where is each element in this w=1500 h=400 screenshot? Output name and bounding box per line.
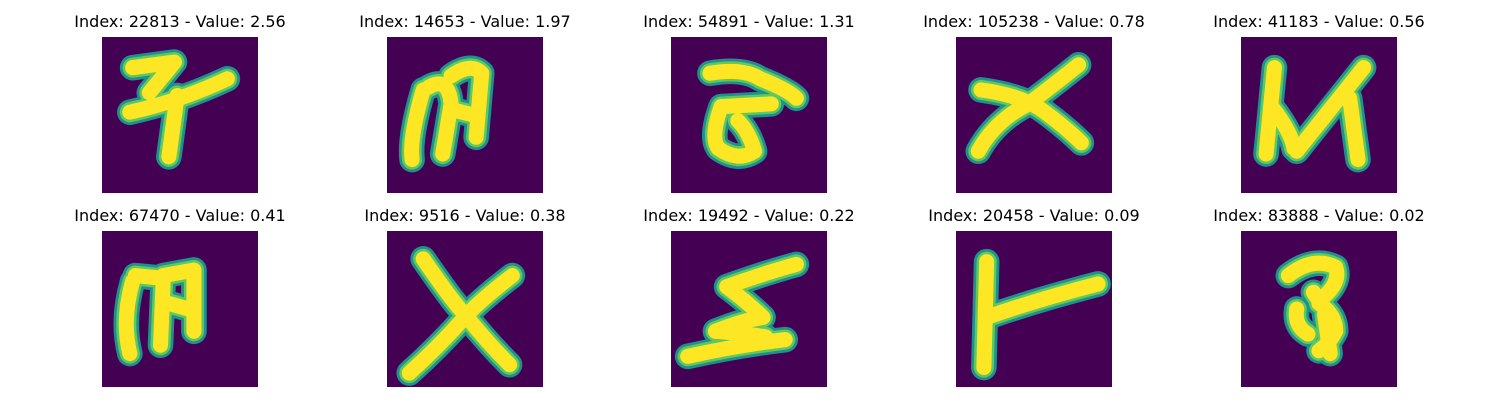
glyph-path bbox=[118, 273, 141, 362]
panel-title: Index: 54891 - Value: 1.31 bbox=[643, 12, 855, 31]
t-sideways-glyph-icon bbox=[956, 231, 1112, 387]
glyph-path bbox=[1342, 90, 1366, 168]
glyph-stroke bbox=[401, 251, 520, 381]
glyph-stroke bbox=[1258, 60, 1372, 168]
image-panel: Index: 14653 - Value: 1.97 bbox=[335, 12, 595, 193]
panel-title: Index: 14653 - Value: 1.97 bbox=[359, 12, 571, 31]
glyph-path bbox=[680, 332, 793, 364]
n-glyph-icon bbox=[1241, 37, 1397, 193]
glyph-stroke bbox=[680, 256, 804, 364]
image-panel: Index: 83888 - Value: 0.02 bbox=[1189, 206, 1449, 387]
glyph-stroke bbox=[122, 54, 235, 165]
panel-title: Index: 105238 - Value: 0.78 bbox=[923, 12, 1145, 31]
glyph-path bbox=[1289, 60, 1372, 159]
panel-title: Index: 19492 - Value: 0.22 bbox=[643, 206, 855, 225]
glyph-path bbox=[979, 276, 1106, 325]
zigzag-glyph-icon bbox=[671, 231, 827, 387]
panel-title: Index: 20458 - Value: 0.09 bbox=[928, 206, 1140, 225]
glyph-path bbox=[1280, 255, 1345, 309]
glyph-stroke bbox=[118, 262, 202, 362]
glyph-path bbox=[1317, 307, 1338, 362]
image-panel: Index: 105238 - Value: 0.78 bbox=[904, 12, 1164, 193]
glyph-path bbox=[970, 57, 1087, 159]
glyph-path bbox=[443, 60, 490, 145]
x-cross-glyph-icon bbox=[387, 231, 543, 387]
three-loop-glyph-icon bbox=[1241, 231, 1397, 387]
image-panel: Index: 22813 - Value: 2.56 bbox=[50, 12, 310, 193]
glyph-path bbox=[973, 82, 1089, 151]
glyph-stroke bbox=[1280, 255, 1345, 362]
image-panel: Index: 9516 - Value: 0.38 bbox=[335, 206, 595, 387]
image-panel: Index: 19492 - Value: 0.22 bbox=[619, 206, 879, 387]
panel-title: Index: 22813 - Value: 2.56 bbox=[74, 12, 286, 31]
glyph-path bbox=[1288, 301, 1316, 342]
panel-title: Index: 41183 - Value: 0.56 bbox=[1213, 12, 1425, 31]
panel-title: Index: 83888 - Value: 0.02 bbox=[1213, 206, 1425, 225]
image-panel: Index: 67470 - Value: 0.41 bbox=[50, 206, 310, 387]
panel-title: Index: 9516 - Value: 0.38 bbox=[364, 206, 566, 225]
m-loop-glyph-icon bbox=[387, 37, 543, 193]
glyph-path bbox=[713, 96, 779, 115]
glyph-path bbox=[707, 99, 763, 164]
x-cross-glyph-icon bbox=[956, 37, 1112, 193]
glyph-path bbox=[161, 295, 196, 317]
m-loop-glyph-icon bbox=[102, 231, 258, 387]
z-curve-glyph-icon bbox=[671, 37, 827, 193]
seven-cross-glyph-icon bbox=[102, 37, 258, 193]
glyph-path bbox=[404, 82, 431, 168]
glyph-stroke bbox=[976, 254, 1106, 376]
panel-title: Index: 67470 - Value: 0.41 bbox=[74, 206, 286, 225]
image-panel: Index: 20458 - Value: 0.09 bbox=[904, 206, 1164, 387]
glyph-path bbox=[401, 268, 520, 381]
glyph-path bbox=[161, 87, 185, 165]
image-panel: Index: 54891 - Value: 1.31 bbox=[619, 12, 879, 193]
glyph-path bbox=[702, 63, 804, 106]
glyph-path bbox=[125, 54, 182, 101]
glyph-stroke bbox=[702, 63, 804, 164]
glyph-path bbox=[443, 101, 481, 123]
image-panel: Index: 41183 - Value: 0.56 bbox=[1189, 12, 1449, 193]
glyph-stroke bbox=[970, 57, 1089, 159]
glyph-stroke bbox=[404, 60, 490, 168]
